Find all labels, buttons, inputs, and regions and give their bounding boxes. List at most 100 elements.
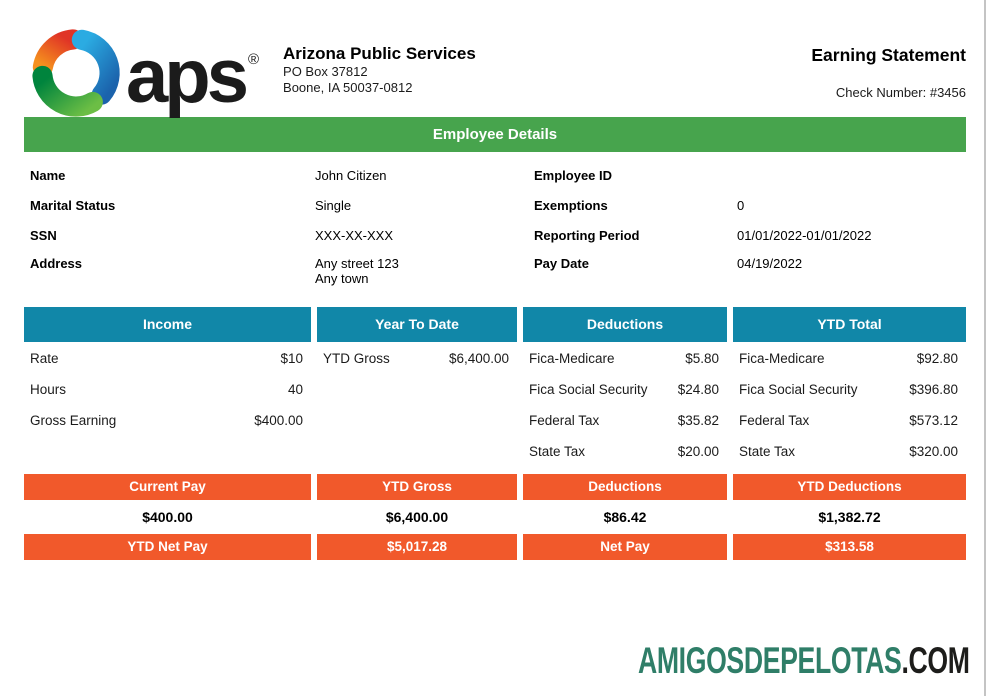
row-value: $92.80 (916, 351, 958, 366)
table-row: Federal Tax $35.82 (523, 405, 727, 436)
check-number: Check Number: #3456 (835, 85, 966, 100)
aps-wordmark: aps ® (126, 34, 260, 119)
row-value: 40 (287, 382, 303, 397)
field-label-marital-status: Marital Status (30, 197, 116, 213)
row-label: State Tax (739, 444, 796, 459)
table-row: Fica Social Security $24.80 (523, 374, 727, 405)
registered-mark: ® (247, 51, 260, 68)
table-row: Fica-Medicare $92.80 (733, 343, 966, 374)
field-value-employee-id (737, 160, 966, 190)
company-name: Arizona Public Services (283, 44, 476, 63)
employee-details-banner: Employee Details (24, 117, 966, 152)
field-label-ssn: SSN (30, 227, 57, 243)
address-line1: Any street 123 (315, 256, 399, 271)
summary-values-row: $400.00 $6,400.00 $86.42 $1,382.72 (24, 500, 966, 534)
row-value: $573.12 (909, 413, 958, 428)
aps-logo: aps ® (28, 14, 259, 127)
row-value: $35.82 (677, 413, 719, 428)
field-label-exemptions: Exemptions (534, 197, 608, 213)
summary-deductions-value: $86.42 (523, 500, 727, 534)
table-row: Federal Tax $573.12 (733, 405, 966, 436)
summary-deductions-header: Deductions (523, 474, 727, 500)
row-value: $396.80 (909, 382, 958, 397)
year-to-date-header: Year To Date (317, 307, 517, 342)
watermark-name: AMIGOSDEPELOTAS (638, 640, 902, 681)
row-label: State Tax (529, 444, 586, 459)
row-label: Federal Tax (739, 413, 810, 428)
year-to-date-column: Year To Date YTD Gross $6,400.00 (317, 307, 517, 474)
summary-header-row: Current Pay YTD Gross Deductions YTD Ded… (24, 474, 966, 500)
row-value: $24.80 (677, 382, 719, 397)
summary-ytd-net-pay-value: $5,017.28 (317, 534, 517, 560)
row-label: Gross Earning (30, 413, 117, 428)
row-value: $400.00 (254, 413, 303, 428)
row-value: $10 (280, 351, 303, 366)
table-row: Gross Earning $400.00 (24, 405, 311, 436)
watermark-tld: .COM (901, 640, 970, 681)
document-header: aps ® Arizona Public Services PO Box 3781… (24, 14, 966, 119)
field-value-marital-status: Single (315, 197, 352, 213)
summary-net-pay-value: $313.58 (733, 534, 966, 560)
table-row: Rate $10 (24, 343, 311, 374)
row-label: Fica-Medicare (739, 351, 825, 366)
table-row: Hours 40 (24, 374, 311, 405)
row-label: Federal Tax (529, 413, 600, 428)
field-value-pay-date: 04/19/2022 (737, 256, 803, 271)
field-label-address: Address (30, 256, 83, 271)
summary-current-pay-value: $400.00 (24, 500, 311, 534)
deductions-header: Deductions (523, 307, 727, 342)
summary-ytd-net-pay-label: YTD Net Pay (24, 534, 311, 560)
field-label-pay-date: Pay Date (534, 256, 589, 271)
statement-columns: Income Rate $10 Hours 40 Gross Earning $… (24, 307, 966, 474)
field-value-name: John Citizen (315, 167, 387, 183)
field-value-reporting-period: 01/01/2022-01/01/2022 (737, 227, 872, 243)
pay-summary: Current Pay YTD Gross Deductions YTD Ded… (24, 474, 966, 560)
field-value-ssn: XXX-XX-XXX (315, 227, 394, 243)
company-address-line1: PO Box 37812 (283, 64, 368, 79)
aps-swirl-icon (32, 28, 120, 117)
ytd-total-body: Fica-Medicare $92.80 Fica Social Securit… (733, 342, 966, 474)
row-label: YTD Gross (323, 351, 390, 366)
row-value: $5.80 (685, 351, 719, 366)
table-row: YTD Gross $6,400.00 (317, 343, 517, 374)
summary-ytd-deductions-header: YTD Deductions (733, 474, 966, 500)
row-label: Fica Social Security (739, 382, 858, 397)
document-title: Earning Statement (811, 45, 966, 65)
deductions-body: Fica-Medicare $5.80 Fica Social Security… (523, 342, 727, 474)
field-value-exemptions: 0 (737, 197, 745, 213)
field-value-address: Any street 123 Any town (315, 250, 528, 296)
header-right: Earning Statement Check Number: #3456 (811, 14, 966, 100)
field-label-name: Name (30, 167, 66, 183)
address-line2: Any town (315, 271, 369, 286)
table-row: State Tax $20.00 (523, 436, 727, 467)
year-to-date-body: YTD Gross $6,400.00 (317, 342, 517, 474)
summary-ytd-gross-value: $6,400.00 (317, 500, 517, 534)
row-value: $6,400.00 (448, 351, 509, 366)
income-column: Income Rate $10 Hours 40 Gross Earning $… (24, 307, 311, 474)
row-value: $320.00 (909, 444, 958, 459)
employee-details-grid: Name John Citizen Employee ID Marital St… (24, 152, 966, 296)
row-label: Rate (30, 351, 59, 366)
summary-net-pay-label: Net Pay (523, 534, 727, 560)
row-label: Fica-Medicare (529, 351, 615, 366)
table-row: Fica Social Security $396.80 (733, 374, 966, 405)
income-header: Income (24, 307, 311, 342)
table-row: Fica-Medicare $5.80 (523, 343, 727, 374)
field-label-reporting-period: Reporting Period (534, 227, 640, 243)
company-info: Arizona Public Services PO Box 37812 Boo… (283, 14, 476, 96)
page-edge-line (984, 0, 986, 696)
watermark: AMIGOSDEPELOTAS.COM (638, 640, 970, 682)
row-label: Fica Social Security (529, 382, 648, 397)
company-address-line2: Boone, IA 50037-0812 (283, 80, 413, 95)
ytd-total-column: YTD Total Fica-Medicare $92.80 Fica Soci… (733, 307, 966, 474)
summary-footer-row: YTD Net Pay $5,017.28 Net Pay $313.58 (24, 534, 966, 560)
income-body: Rate $10 Hours 40 Gross Earning $400.00 (24, 342, 311, 474)
row-label: Hours (30, 382, 67, 397)
table-row: State Tax $320.00 (733, 436, 966, 467)
summary-ytd-gross-header: YTD Gross (317, 474, 517, 500)
summary-ytd-deductions-value: $1,382.72 (733, 500, 966, 534)
ytd-total-header: YTD Total (733, 307, 966, 342)
deductions-column: Deductions Fica-Medicare $5.80 Fica Soci… (523, 307, 727, 474)
row-value: $20.00 (677, 444, 719, 459)
